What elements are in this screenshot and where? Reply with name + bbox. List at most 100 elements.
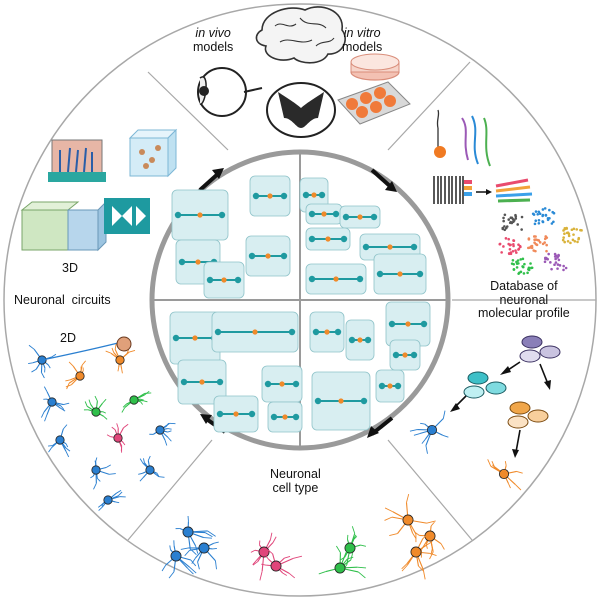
scatter-dot bbox=[556, 254, 560, 258]
chip-chamber bbox=[197, 212, 203, 218]
neuron-group bbox=[28, 336, 523, 581]
neuron-icon bbox=[409, 410, 449, 454]
chip-port bbox=[172, 334, 180, 342]
scatter-dot bbox=[534, 219, 538, 222]
scatter-dot bbox=[518, 244, 522, 248]
neuron-icon bbox=[318, 545, 367, 579]
neuron-icon bbox=[105, 343, 136, 374]
chip-port bbox=[234, 276, 242, 284]
scatter-dot bbox=[579, 228, 582, 232]
scatter-dot bbox=[520, 228, 523, 231]
neuron-icon bbox=[97, 490, 126, 511]
scatter-dot bbox=[504, 237, 508, 240]
scatter-dot bbox=[517, 248, 520, 251]
chip-port bbox=[292, 380, 300, 388]
chip-port bbox=[248, 252, 256, 260]
scatter-dot bbox=[562, 268, 565, 272]
scatter-dot bbox=[508, 247, 512, 251]
neuron-icon bbox=[40, 386, 70, 422]
chip-chamber bbox=[252, 329, 258, 335]
scatter-dot bbox=[514, 249, 517, 252]
chip-port bbox=[332, 210, 340, 218]
scatter-dot bbox=[547, 252, 550, 256]
chip-port bbox=[218, 211, 226, 219]
chip-chamber bbox=[324, 329, 330, 335]
chip-port bbox=[334, 328, 342, 336]
chip-port bbox=[364, 336, 372, 344]
chip-chamber bbox=[221, 277, 227, 283]
scatter-dot bbox=[507, 252, 511, 256]
chip-port bbox=[206, 276, 214, 284]
divider-line bbox=[147, 71, 229, 151]
neuron-icon bbox=[261, 549, 303, 579]
scatter-dot bbox=[563, 240, 566, 244]
chip-chamber bbox=[282, 414, 288, 420]
chip-port bbox=[308, 235, 316, 243]
scatter-dot bbox=[520, 215, 524, 219]
chip-port bbox=[252, 192, 260, 200]
scatter-dot bbox=[519, 258, 523, 261]
chip-port bbox=[280, 252, 288, 260]
scatter-dot bbox=[541, 220, 545, 224]
scatter-dot bbox=[517, 272, 520, 275]
scatter-dot bbox=[530, 244, 534, 248]
scatter-dot bbox=[527, 238, 531, 241]
chip-chamber bbox=[195, 259, 201, 265]
scatter-dot bbox=[537, 210, 541, 214]
scatter-dot bbox=[533, 238, 536, 242]
scatter-dot bbox=[564, 266, 568, 270]
neuron-icon bbox=[28, 344, 57, 379]
scatter-dot bbox=[562, 264, 565, 268]
microfluidic-chip-group bbox=[169, 175, 431, 433]
scatter-dot bbox=[556, 267, 559, 270]
scatter-dot bbox=[572, 233, 575, 236]
chip-port bbox=[308, 275, 316, 283]
electrode-icon bbox=[116, 336, 132, 352]
in-vitro-italic: in vitro bbox=[343, 26, 381, 40]
cluster-scatter-icon bbox=[498, 207, 583, 275]
chip-port bbox=[392, 351, 400, 359]
divider-line bbox=[387, 439, 473, 541]
chip-chamber bbox=[233, 411, 239, 417]
brain-icon bbox=[255, 6, 346, 64]
scatter-dot bbox=[563, 232, 566, 235]
chip-chamber bbox=[279, 381, 285, 387]
scatter-dot bbox=[550, 222, 554, 225]
neuron-icon bbox=[65, 360, 86, 390]
chip-port bbox=[362, 243, 370, 251]
scatter-dot bbox=[541, 208, 545, 211]
neuron-icon bbox=[90, 457, 116, 490]
scatter-dot bbox=[526, 271, 529, 275]
neuron-icon bbox=[161, 540, 197, 579]
3d-scaffold-icon bbox=[20, 128, 178, 252]
scatter-dot bbox=[498, 242, 502, 246]
chip-port bbox=[376, 270, 384, 278]
chip-chamber bbox=[192, 335, 198, 341]
cycle-arrow-icon bbox=[370, 168, 397, 192]
chip-chamber bbox=[357, 337, 363, 343]
chip-chamber bbox=[267, 193, 273, 199]
cell-type-label: Neuronal cell type bbox=[270, 467, 321, 495]
scatter-dot bbox=[557, 258, 561, 262]
scatter-dot bbox=[535, 243, 539, 247]
scatter-dot bbox=[554, 261, 558, 264]
scatter-dot bbox=[521, 257, 525, 261]
scatter-dot bbox=[503, 225, 506, 228]
neuron-icon bbox=[250, 532, 277, 581]
scatter-dot bbox=[534, 249, 537, 253]
scatter-dot bbox=[569, 241, 572, 245]
chip-chamber bbox=[357, 214, 363, 220]
scatter-dot bbox=[543, 241, 546, 244]
scatter-dot bbox=[508, 243, 512, 247]
scatter-dot bbox=[514, 217, 518, 220]
cell-cluster-icon bbox=[450, 335, 561, 458]
chip-port bbox=[280, 192, 288, 200]
scatter-dot bbox=[527, 266, 531, 270]
chip-chamber bbox=[387, 244, 393, 250]
label-2d: 2D bbox=[60, 331, 76, 345]
chip-port bbox=[302, 191, 310, 199]
chip-port bbox=[180, 378, 188, 386]
scatter-dot bbox=[572, 227, 576, 231]
scatter-dot bbox=[507, 218, 511, 221]
